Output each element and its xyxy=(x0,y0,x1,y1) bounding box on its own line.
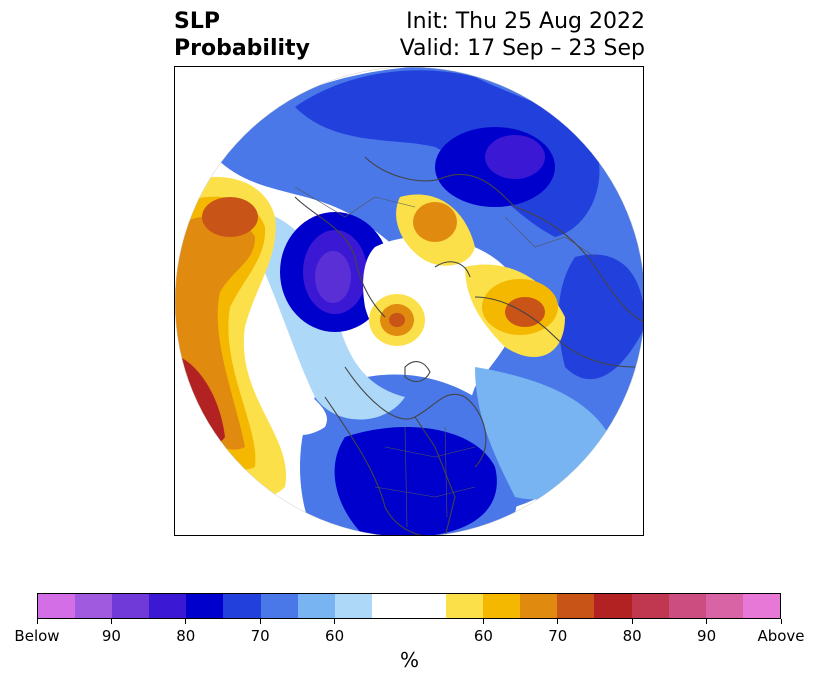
warm-west-core xyxy=(202,197,258,237)
colorbar-tick-label: 70 xyxy=(250,627,270,645)
low-core xyxy=(315,251,351,303)
neutral-west xyxy=(230,277,327,436)
colorbar-ticks: Below 90 80 70 60 60 70 80 90 Above xyxy=(14,619,805,645)
colorbar-segment xyxy=(334,594,372,618)
colorbar-segment xyxy=(38,594,76,618)
colorbar-segment xyxy=(223,594,261,618)
colorbar-tick-label: 90 xyxy=(101,627,121,645)
warm-north-core xyxy=(413,202,457,242)
colorbar-segment xyxy=(594,594,632,618)
colorbar-segment xyxy=(297,594,335,618)
colorbar-segment xyxy=(371,594,409,618)
warm-centre-core xyxy=(389,313,405,327)
colorbar-tick xyxy=(185,619,187,624)
colorbar-tick-label: 70 xyxy=(548,627,568,645)
colorbar-segment xyxy=(408,594,447,618)
colorbar-tick xyxy=(259,619,261,624)
colorbar-tick-label: 60 xyxy=(325,627,345,645)
valid-range: Valid: 17 Sep – 23 Sep xyxy=(399,36,645,61)
map-panel xyxy=(174,66,644,536)
north-low-core xyxy=(485,135,545,179)
title-variable: SLP xyxy=(174,9,220,34)
colorbar-segment xyxy=(742,594,780,618)
colorbar-segment xyxy=(668,594,706,618)
colorbar-tick-label: 80 xyxy=(622,627,642,645)
colorbar-tick-label: 60 xyxy=(473,627,493,645)
title-metric: Probability xyxy=(174,36,310,61)
title-right: Init: Thu 25 Aug 2022 Valid: 17 Sep – 23… xyxy=(400,8,645,62)
colorbar-tick-label: Above xyxy=(757,627,805,645)
colorbar-tick xyxy=(482,619,484,624)
probability-field xyxy=(175,67,643,535)
colorbar-segment xyxy=(705,594,743,618)
colorbar-segment xyxy=(75,594,113,618)
colorbar-segment xyxy=(631,594,669,618)
colorbar-segment xyxy=(149,594,187,618)
init-date: Init: Thu 25 Aug 2022 xyxy=(406,9,645,34)
colorbar-segment xyxy=(520,594,558,618)
borders xyxy=(294,186,596,528)
colorbar-tick xyxy=(110,619,112,624)
colorbar-tick xyxy=(780,619,782,624)
colorbar-segment xyxy=(260,594,298,618)
title-left: SLP Probability xyxy=(174,8,310,62)
colorbar-segment xyxy=(446,594,484,618)
colorbar-segment xyxy=(483,594,521,618)
colorbar-segment xyxy=(557,594,595,618)
colorbar-tick xyxy=(334,619,336,624)
deep-blue-south xyxy=(334,427,497,535)
colorbar-tick-label: 90 xyxy=(697,627,717,645)
colorbar-segment xyxy=(186,594,224,618)
deep-blue-east xyxy=(558,254,643,380)
colorbar-tick xyxy=(706,619,708,624)
colorbar-tick xyxy=(36,619,38,624)
warm-west-deep xyxy=(176,357,225,443)
colorbar-tick-label: 80 xyxy=(176,627,196,645)
colorbar-segment xyxy=(112,594,150,618)
colorbar-tick xyxy=(557,619,559,624)
polar-map xyxy=(175,67,643,535)
colorbar-tick xyxy=(631,619,633,624)
colorbar-tick-label: Below xyxy=(14,627,60,645)
colorbar xyxy=(37,593,781,619)
colorbar-unit: % xyxy=(399,648,419,672)
